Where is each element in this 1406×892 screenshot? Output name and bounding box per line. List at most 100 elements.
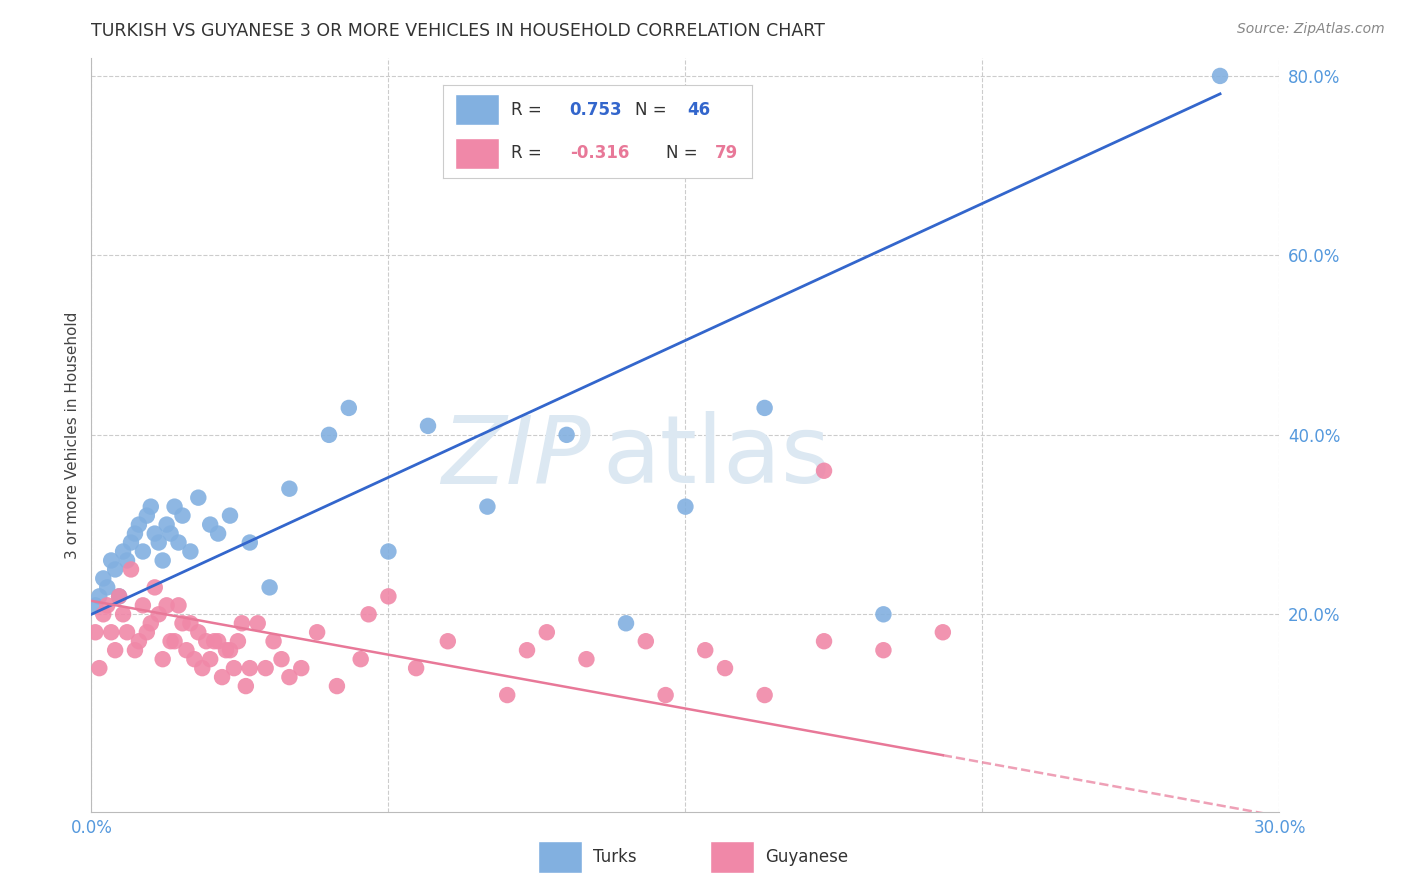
Point <box>222 661 245 675</box>
Bar <box>538 841 582 873</box>
Point <box>377 544 399 558</box>
Point <box>207 526 229 541</box>
Point <box>436 634 458 648</box>
Point <box>100 625 122 640</box>
Point <box>357 607 380 622</box>
Point <box>416 418 439 433</box>
Point <box>239 661 262 675</box>
Point <box>350 652 373 666</box>
Point <box>167 599 190 613</box>
Point <box>167 535 190 549</box>
Point <box>156 599 179 613</box>
Point <box>152 652 174 666</box>
Point <box>231 616 253 631</box>
Point <box>337 401 360 415</box>
Point <box>235 679 257 693</box>
Text: R =: R = <box>510 101 547 119</box>
Point <box>96 599 118 613</box>
Point <box>754 401 776 415</box>
Point <box>172 508 194 523</box>
Point <box>516 643 538 657</box>
Point <box>108 590 131 604</box>
Point <box>152 553 174 567</box>
Point <box>1209 69 1232 83</box>
Point <box>115 553 138 567</box>
Point <box>159 526 181 541</box>
Point <box>290 661 312 675</box>
Point <box>172 616 194 631</box>
Point <box>132 599 155 613</box>
Point <box>198 652 221 666</box>
Point <box>207 634 229 648</box>
Text: 79: 79 <box>716 144 738 161</box>
Point <box>163 634 186 648</box>
Point <box>813 634 835 648</box>
Point <box>254 661 277 675</box>
Point <box>318 427 340 442</box>
Point <box>932 625 955 640</box>
Point <box>872 607 894 622</box>
Point <box>754 688 776 702</box>
Point <box>211 670 233 684</box>
Point <box>89 661 111 675</box>
Point <box>219 643 242 657</box>
Text: Source: ZipAtlas.com: Source: ZipAtlas.com <box>1237 22 1385 37</box>
Point <box>96 581 118 595</box>
Point <box>278 482 301 496</box>
Point <box>112 607 135 622</box>
Point <box>84 625 107 640</box>
Point <box>326 679 349 693</box>
Point <box>132 544 155 558</box>
Point <box>259 581 281 595</box>
Point <box>104 562 127 576</box>
Text: TURKISH VS GUYANESE 3 OR MORE VEHICLES IN HOUSEHOLD CORRELATION CHART: TURKISH VS GUYANESE 3 OR MORE VEHICLES I… <box>91 22 825 40</box>
Point <box>124 526 146 541</box>
Point <box>246 616 269 631</box>
Point <box>176 643 198 657</box>
Text: 46: 46 <box>688 101 710 119</box>
Point <box>135 508 157 523</box>
Point <box>156 517 179 532</box>
Point <box>183 652 205 666</box>
Point <box>872 643 894 657</box>
Point <box>187 491 209 505</box>
Point <box>405 661 427 675</box>
Point <box>139 500 162 514</box>
Point <box>100 553 122 567</box>
Point <box>215 643 238 657</box>
Point <box>195 634 218 648</box>
Point <box>124 643 146 657</box>
Text: -0.316: -0.316 <box>569 144 628 161</box>
Point <box>278 670 301 684</box>
Point <box>654 688 676 702</box>
Point <box>198 517 221 532</box>
Point <box>128 517 150 532</box>
Point <box>813 464 835 478</box>
Point <box>128 634 150 648</box>
Bar <box>456 95 499 125</box>
Point <box>135 625 157 640</box>
Text: Guyanese: Guyanese <box>765 848 848 866</box>
Point <box>219 508 242 523</box>
Point <box>120 562 142 576</box>
Point <box>115 625 138 640</box>
Point <box>187 625 209 640</box>
Text: ZIP: ZIP <box>440 412 591 503</box>
Point <box>89 590 111 604</box>
Point <box>91 607 114 622</box>
Point <box>477 500 499 514</box>
Point <box>112 544 135 558</box>
Point <box>226 634 249 648</box>
Text: N =: N = <box>665 144 703 161</box>
Text: N =: N = <box>634 101 672 119</box>
Point <box>120 535 142 549</box>
Point <box>634 634 657 648</box>
Point <box>179 544 201 558</box>
Y-axis label: 3 or more Vehicles in Household: 3 or more Vehicles in Household <box>65 311 80 558</box>
Point <box>143 526 166 541</box>
Point <box>159 634 181 648</box>
Point <box>695 643 717 657</box>
Point <box>143 581 166 595</box>
Point <box>139 616 162 631</box>
Point <box>163 500 186 514</box>
